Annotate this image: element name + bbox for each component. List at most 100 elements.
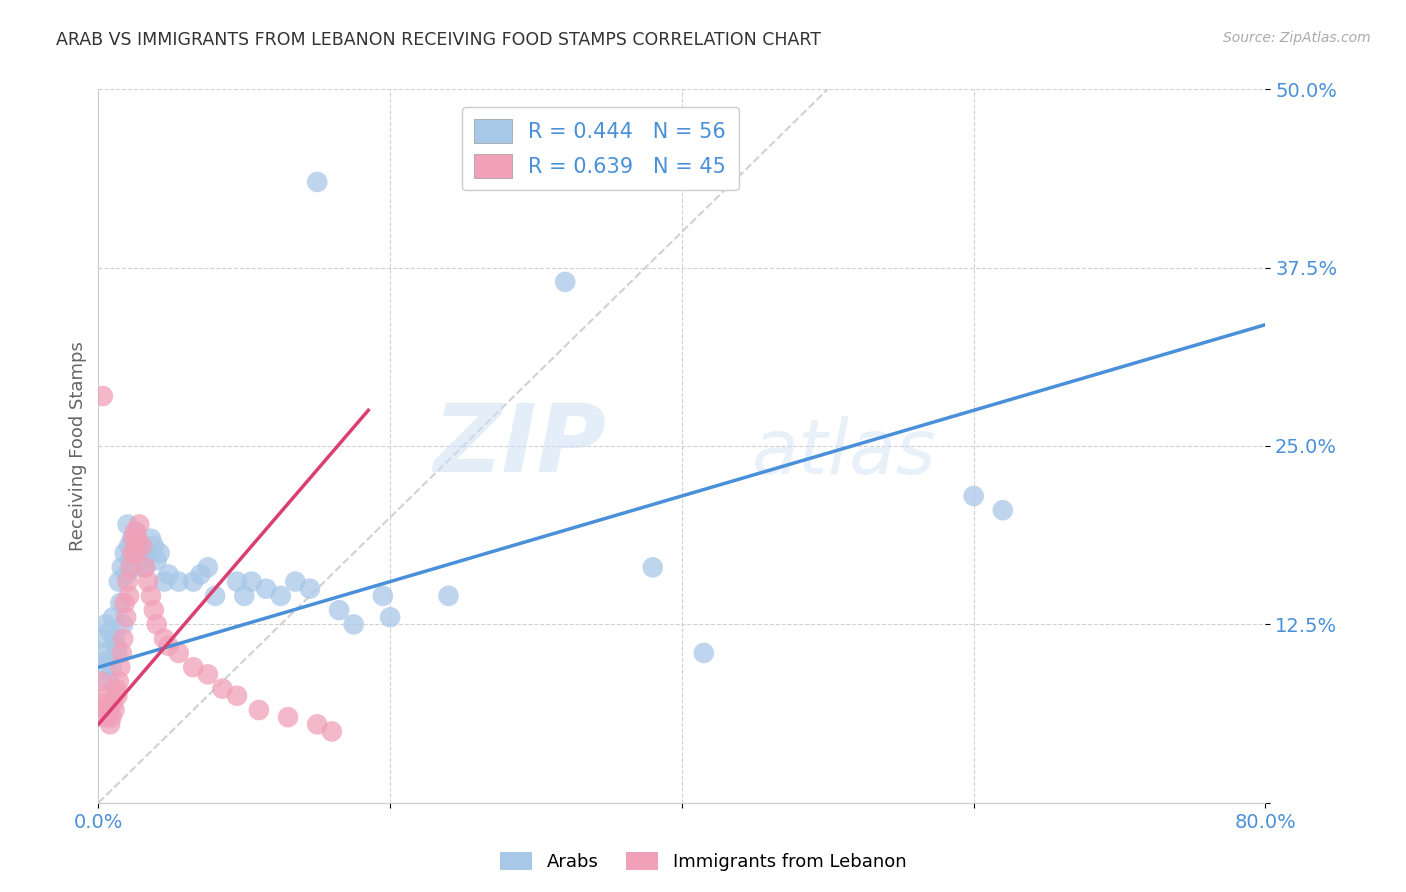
Point bbox=[91, 646, 114, 660]
Point bbox=[115, 610, 138, 624]
Point bbox=[121, 532, 143, 546]
Point bbox=[298, 582, 321, 596]
Point bbox=[101, 610, 124, 624]
Point bbox=[343, 617, 366, 632]
Point bbox=[90, 632, 112, 646]
Point bbox=[97, 674, 120, 689]
Point bbox=[142, 539, 165, 553]
Point bbox=[100, 660, 122, 674]
Point bbox=[190, 567, 212, 582]
Point bbox=[134, 560, 156, 574]
Point bbox=[96, 689, 118, 703]
Point bbox=[111, 646, 134, 660]
Point bbox=[131, 553, 153, 567]
Point bbox=[115, 567, 138, 582]
Point bbox=[321, 724, 343, 739]
Point bbox=[98, 717, 121, 731]
Point bbox=[103, 703, 125, 717]
Point bbox=[254, 582, 277, 596]
Point bbox=[97, 703, 120, 717]
Point bbox=[240, 574, 263, 589]
Point bbox=[91, 703, 114, 717]
Point bbox=[105, 689, 128, 703]
Point bbox=[120, 560, 142, 574]
Point bbox=[108, 674, 131, 689]
Point bbox=[90, 674, 112, 689]
Point bbox=[247, 703, 270, 717]
Point bbox=[111, 560, 134, 574]
Text: atlas: atlas bbox=[752, 417, 936, 490]
Point bbox=[100, 710, 122, 724]
Point bbox=[104, 681, 127, 696]
Point bbox=[128, 517, 150, 532]
Point bbox=[108, 574, 131, 589]
Text: ZIP: ZIP bbox=[433, 400, 606, 492]
Point bbox=[105, 646, 128, 660]
Point bbox=[204, 589, 226, 603]
Point bbox=[101, 696, 124, 710]
Point bbox=[153, 574, 176, 589]
Point bbox=[437, 589, 460, 603]
Point bbox=[226, 574, 249, 589]
Y-axis label: Receiving Food Stamps: Receiving Food Stamps bbox=[69, 341, 87, 551]
Point bbox=[139, 532, 162, 546]
Point bbox=[114, 596, 136, 610]
Point bbox=[91, 389, 114, 403]
Point bbox=[197, 667, 219, 681]
Point bbox=[284, 574, 307, 589]
Point bbox=[93, 696, 115, 710]
Point bbox=[149, 546, 172, 560]
Point bbox=[127, 532, 149, 546]
Point bbox=[211, 681, 233, 696]
Point bbox=[120, 553, 142, 567]
Point bbox=[114, 546, 136, 560]
Point bbox=[328, 603, 350, 617]
Point bbox=[117, 574, 139, 589]
Point bbox=[93, 660, 115, 674]
Point bbox=[167, 574, 190, 589]
Point bbox=[146, 617, 169, 632]
Point bbox=[157, 639, 180, 653]
Point bbox=[181, 574, 204, 589]
Point bbox=[127, 546, 149, 560]
Point bbox=[121, 546, 143, 560]
Point bbox=[371, 589, 394, 603]
Point bbox=[142, 603, 165, 617]
Point bbox=[181, 660, 204, 674]
Point bbox=[110, 660, 132, 674]
Legend: Arabs, Immigrants from Lebanon: Arabs, Immigrants from Lebanon bbox=[492, 845, 914, 879]
Point bbox=[131, 539, 153, 553]
Point bbox=[96, 653, 118, 667]
Point bbox=[153, 632, 176, 646]
Point bbox=[136, 574, 159, 589]
Point bbox=[104, 639, 127, 653]
Point bbox=[94, 617, 117, 632]
Point bbox=[307, 717, 329, 731]
Point bbox=[110, 596, 132, 610]
Point bbox=[112, 617, 135, 632]
Point bbox=[124, 524, 146, 539]
Point bbox=[380, 610, 402, 624]
Point bbox=[112, 632, 135, 646]
Point bbox=[167, 646, 190, 660]
Point bbox=[125, 524, 148, 539]
Point bbox=[98, 624, 121, 639]
Point bbox=[554, 275, 576, 289]
Point bbox=[693, 646, 716, 660]
Point bbox=[94, 710, 117, 724]
Point bbox=[117, 517, 139, 532]
Point bbox=[134, 560, 156, 574]
Point bbox=[139, 589, 162, 603]
Point bbox=[991, 503, 1014, 517]
Point bbox=[122, 532, 145, 546]
Point bbox=[962, 489, 984, 503]
Point bbox=[118, 589, 141, 603]
Point bbox=[226, 689, 249, 703]
Point bbox=[307, 175, 329, 189]
Point bbox=[146, 553, 169, 567]
Point bbox=[118, 539, 141, 553]
Point bbox=[270, 589, 292, 603]
Point bbox=[197, 560, 219, 574]
Point bbox=[136, 546, 159, 560]
Point bbox=[157, 567, 180, 582]
